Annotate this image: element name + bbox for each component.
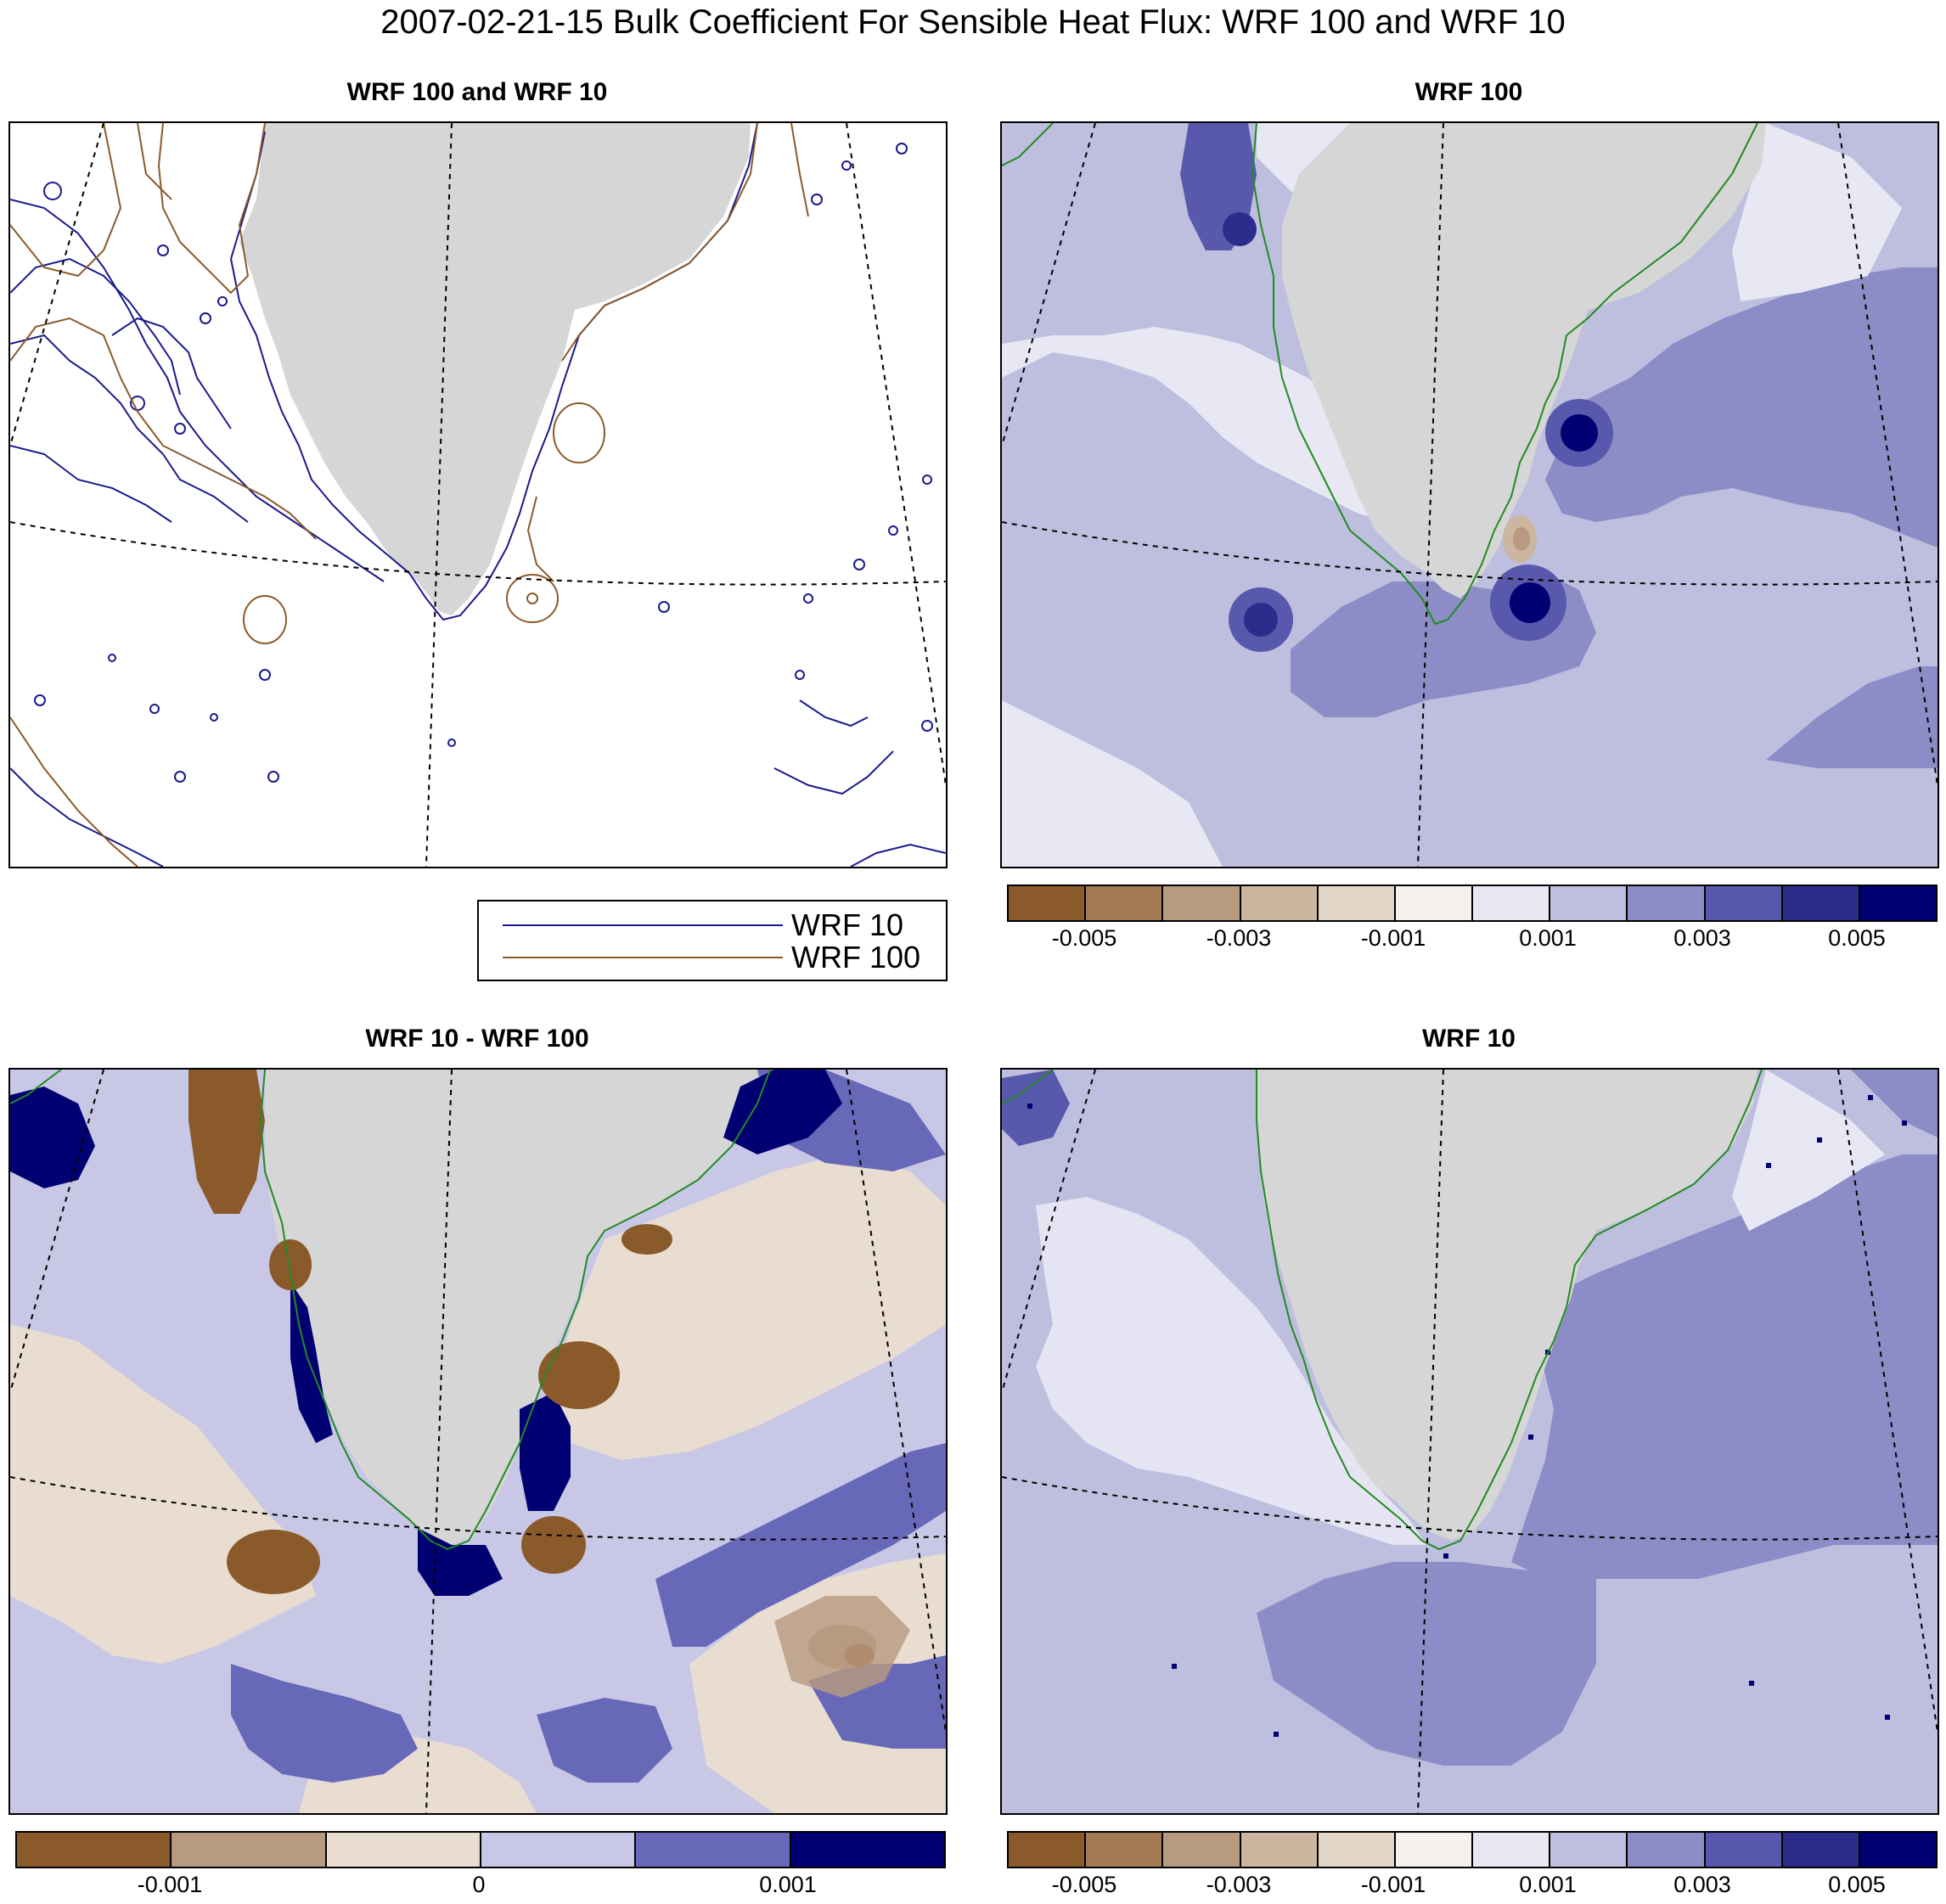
graticule-lines — [1002, 1070, 1938, 1813]
colorbar-tick-label: 0.005 — [1828, 1872, 1886, 1897]
colorbar-cell — [326, 1833, 481, 1867]
coastline — [1002, 123, 1758, 626]
colorbar-cell — [1473, 1833, 1551, 1867]
colorbar-cell — [1240, 886, 1319, 920]
coastline — [10, 1070, 771, 1551]
colorbar-labels-wrf100: -0.005 -0.003 -0.001 0.001 0.003 0.005 — [1007, 925, 1934, 956]
panel-title-bottom-left: WRF 10 - WRF 100 — [365, 1025, 589, 1053]
colorbar-tick-label: 0.005 — [1828, 925, 1886, 951]
colorbar-wrf10 — [1007, 1831, 1938, 1868]
colorbar-cell — [1859, 1833, 1937, 1867]
map-wrf100 — [1000, 121, 1939, 868]
legend-swatch-wrf10 — [503, 924, 783, 926]
colorbar-wrf100 — [1007, 885, 1938, 922]
coastline — [1002, 1070, 1763, 1551]
colorbar-cell — [1473, 886, 1551, 920]
colorbar-tick-label: -0.001 — [1360, 925, 1426, 951]
panel-title-top-left: WRF 100 and WRF 10 — [346, 78, 608, 106]
colorbar-cell — [1395, 1833, 1474, 1867]
map-difference — [8, 1068, 948, 1815]
colorbar-cell — [1163, 1833, 1241, 1867]
legend-swatch-wrf100 — [503, 957, 783, 958]
colorbar-tick-label: -0.005 — [1051, 925, 1117, 951]
colorbar-tick-label: -0.005 — [1051, 1872, 1117, 1897]
colorbar-tick-label: -0.001 — [137, 1872, 203, 1897]
wrf100-contours — [10, 123, 809, 867]
map-wrf10 — [1000, 1068, 1939, 1815]
legend-label-wrf10: WRF 10 — [791, 907, 904, 942]
colorbar-cell — [1550, 886, 1628, 920]
colorbar-cell — [790, 1833, 944, 1867]
colorbar-tick-label: 0.003 — [1673, 1872, 1731, 1897]
colorbar-cell — [1782, 886, 1860, 920]
colorbar-tick-label: 0 — [472, 1872, 486, 1897]
colorbar-cell — [1628, 886, 1706, 920]
colorbar-labels-wrf10: -0.005 -0.003 -0.001 0.001 0.003 0.005 — [1007, 1872, 1934, 1902]
colorbar-tick-label: 0.001 — [1519, 925, 1577, 951]
colorbar-tick-label: -0.003 — [1206, 1872, 1272, 1897]
colorbar-cell — [1395, 886, 1474, 920]
colorbar-cell — [1782, 1833, 1860, 1867]
colorbar-cell — [1705, 886, 1783, 920]
greenland-land — [239, 123, 751, 615]
legend-item-wrf10: WRF 10 — [503, 907, 904, 942]
colorbar-cell — [1086, 886, 1164, 920]
map-contour-overlay — [8, 121, 948, 868]
panel-title-top-right: WRF 100 — [1415, 78, 1523, 106]
colorbar-cell — [1705, 1833, 1783, 1867]
colorbar-cell — [1318, 1833, 1396, 1867]
colorbar-cell — [1009, 886, 1087, 920]
colorbar-tick-label: 0.001 — [759, 1872, 817, 1897]
legend-label-wrf100: WRF 100 — [791, 940, 921, 974]
colorbar-cell — [636, 1833, 791, 1867]
figure-title: 2007-02-21-15 Bulk Coefficient For Sensi… — [380, 3, 1566, 41]
legend-item-wrf100: WRF 100 — [503, 940, 921, 974]
colorbar-cell — [1163, 886, 1241, 920]
colorbar-cell — [1086, 1833, 1164, 1867]
panel-title-bottom-right: WRF 10 — [1421, 1025, 1516, 1053]
colorbar-labels-difference: -0.001 0 0.001 — [15, 1872, 942, 1902]
colorbar-cell — [1009, 1833, 1087, 1867]
colorbar-cell — [1550, 1833, 1628, 1867]
colorbar-cell — [172, 1833, 327, 1867]
graticule-lines — [10, 1070, 946, 1813]
colorbar-cell — [17, 1833, 172, 1867]
colorbar-tick-label: 0.001 — [1519, 1872, 1577, 1897]
colorbar-tick-label: 0.003 — [1673, 925, 1731, 951]
colorbar-tick-label: -0.003 — [1206, 925, 1272, 951]
colorbar-cell — [1859, 886, 1937, 920]
contour-legend: WRF 10 WRF 100 — [477, 900, 948, 981]
graticule-lines — [1002, 123, 1938, 867]
colorbar-difference — [15, 1831, 946, 1868]
colorbar-tick-label: -0.001 — [1360, 1872, 1426, 1897]
graticule-lines — [10, 123, 946, 867]
colorbar-cell — [1318, 886, 1396, 920]
colorbar-cell — [1628, 1833, 1706, 1867]
colorbar-cell — [1240, 1833, 1319, 1867]
colorbar-cell — [481, 1833, 637, 1867]
